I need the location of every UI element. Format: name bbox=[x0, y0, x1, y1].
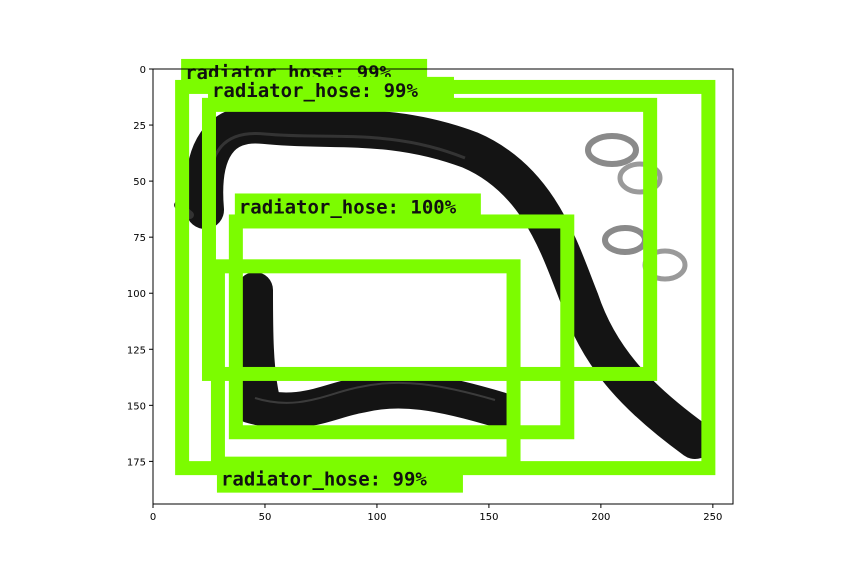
y-tick-label: 50 bbox=[133, 177, 146, 188]
x-tick-label: 250 bbox=[703, 512, 722, 523]
detection-box bbox=[210, 259, 521, 471]
y-tick-label: 75 bbox=[133, 233, 146, 244]
detection-label-bg bbox=[216, 465, 463, 493]
radiator-hose-large bbox=[185, 105, 714, 459]
x-axis: 0 50 100 150 200 250 bbox=[150, 504, 722, 523]
detection-box bbox=[201, 97, 658, 381]
y-axis: 0 25 50 75 100 125 150 175 bbox=[127, 65, 153, 468]
y-tick-label: 150 bbox=[127, 401, 146, 412]
y-tick-label: 125 bbox=[127, 345, 146, 356]
detection-label-bg bbox=[234, 193, 481, 221]
axes-frame bbox=[152, 68, 734, 505]
y-tick-label: 25 bbox=[133, 121, 146, 132]
x-tick-label: 150 bbox=[479, 512, 498, 523]
x-tick-label: 200 bbox=[591, 512, 610, 523]
radiator-hose-lower bbox=[232, 372, 518, 429]
detection-box bbox=[228, 214, 575, 440]
x-tick-label: 100 bbox=[367, 512, 386, 523]
detection-label: radiator_hose: 100% bbox=[239, 196, 457, 218]
y-tick-label: 175 bbox=[127, 457, 146, 468]
detection-label: radiator_hose: 99% bbox=[212, 80, 418, 102]
detection-label: radiator_hose: 99% bbox=[221, 469, 427, 491]
y-tick-label: 0 bbox=[140, 65, 146, 76]
detection-label-bg bbox=[207, 76, 454, 104]
y-tick-label: 100 bbox=[127, 289, 146, 300]
x-tick-label: 50 bbox=[259, 512, 272, 523]
x-tick-label: 0 bbox=[150, 512, 156, 523]
